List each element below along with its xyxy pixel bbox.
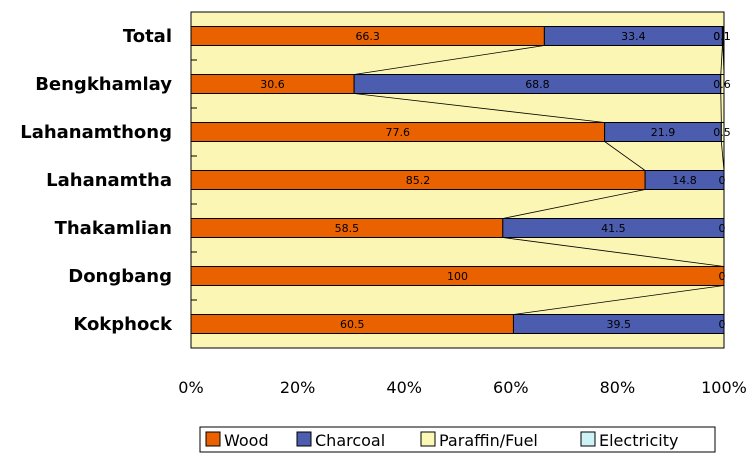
series-lines	[354, 45, 725, 315]
legend: Wood Charcoal Paraffin/Fuel Electricity	[199, 426, 716, 453]
data-label: 77.6	[386, 126, 411, 139]
series-line	[720, 141, 725, 171]
bar-wood	[190, 266, 725, 286]
category-label: Total	[123, 26, 172, 47]
bar-charcoal	[502, 218, 725, 238]
data-label: 0.1	[713, 30, 731, 43]
data-label: 100	[447, 270, 468, 283]
data-label: 0	[719, 222, 726, 235]
category-label: Lahanamtha	[46, 170, 172, 191]
data-label: 0	[719, 270, 726, 283]
bar-paraffin-fuel	[720, 122, 725, 142]
series-line	[502, 237, 725, 267]
data-label: 0.5	[713, 126, 731, 139]
x-tick-label: 0%	[178, 378, 203, 397]
category-label: Bengkhamlay	[35, 74, 172, 95]
data-label: 30.6	[260, 78, 285, 91]
data-label: 41.5	[601, 222, 626, 235]
category-label: Thakamlian	[55, 218, 172, 239]
data-label: 21.9	[651, 126, 676, 139]
legend-swatch-electricity	[580, 431, 596, 447]
series-line	[502, 189, 646, 219]
data-label: 60.5	[340, 318, 365, 331]
data-label: 14.8	[672, 174, 697, 187]
legend-label: Paraffin/Fuel	[439, 431, 538, 450]
legend-box	[199, 426, 716, 453]
series-line	[604, 141, 646, 171]
category-label: Kokphock	[73, 314, 173, 335]
x-tick-label: 100%	[701, 378, 747, 397]
bar-paraffin-fuel	[720, 74, 725, 94]
series-line	[720, 45, 723, 75]
category-labels: Total Bengkhamlay Lahanamthong Lahanamtha Th…	[20, 26, 173, 335]
legend-label: Electricity	[599, 431, 678, 450]
data-label: 0.1	[713, 30, 731, 43]
bar-charcoal	[512, 314, 725, 334]
legend-swatch-wood	[205, 431, 221, 447]
bar-electricity	[722, 26, 725, 46]
series-line	[354, 45, 545, 75]
x-tick-label: 40%	[386, 378, 422, 397]
legend-label: Charcoal	[315, 431, 385, 450]
data-label: 0.6	[713, 78, 731, 91]
data-label: 0	[719, 318, 726, 331]
data-label: 66.3	[355, 30, 380, 43]
legend-label: Wood	[224, 431, 269, 450]
data-label: 0	[719, 174, 726, 187]
category-label: Dongbang	[68, 266, 172, 287]
legend-swatch-paraffin-fuel	[420, 431, 436, 447]
series-line	[513, 285, 725, 315]
data-label: 58.5	[335, 222, 360, 235]
bar-charcoal	[644, 170, 725, 190]
series-line	[722, 45, 725, 75]
series-line	[354, 93, 605, 123]
data-label: 85.2	[406, 174, 431, 187]
x-axis: 0% 20% 40% 60% 80% 100%	[178, 59, 747, 397]
bars	[190, 26, 725, 334]
data-labels: 66.3 33.4 0.10.130.6 68.8 0.677.6 21.9 0.585.2…	[260, 30, 730, 331]
data-label: 33.4	[621, 30, 646, 43]
data-label: 68.8	[525, 78, 550, 91]
category-label: Lahanamthong	[20, 122, 172, 143]
x-tick-label: 60%	[493, 378, 529, 397]
data-label: 39.5	[606, 318, 631, 331]
legend-swatch-charcoal	[296, 431, 312, 447]
series-line	[720, 93, 722, 123]
x-tick-label: 80%	[600, 378, 636, 397]
x-tick-label: 20%	[280, 378, 316, 397]
